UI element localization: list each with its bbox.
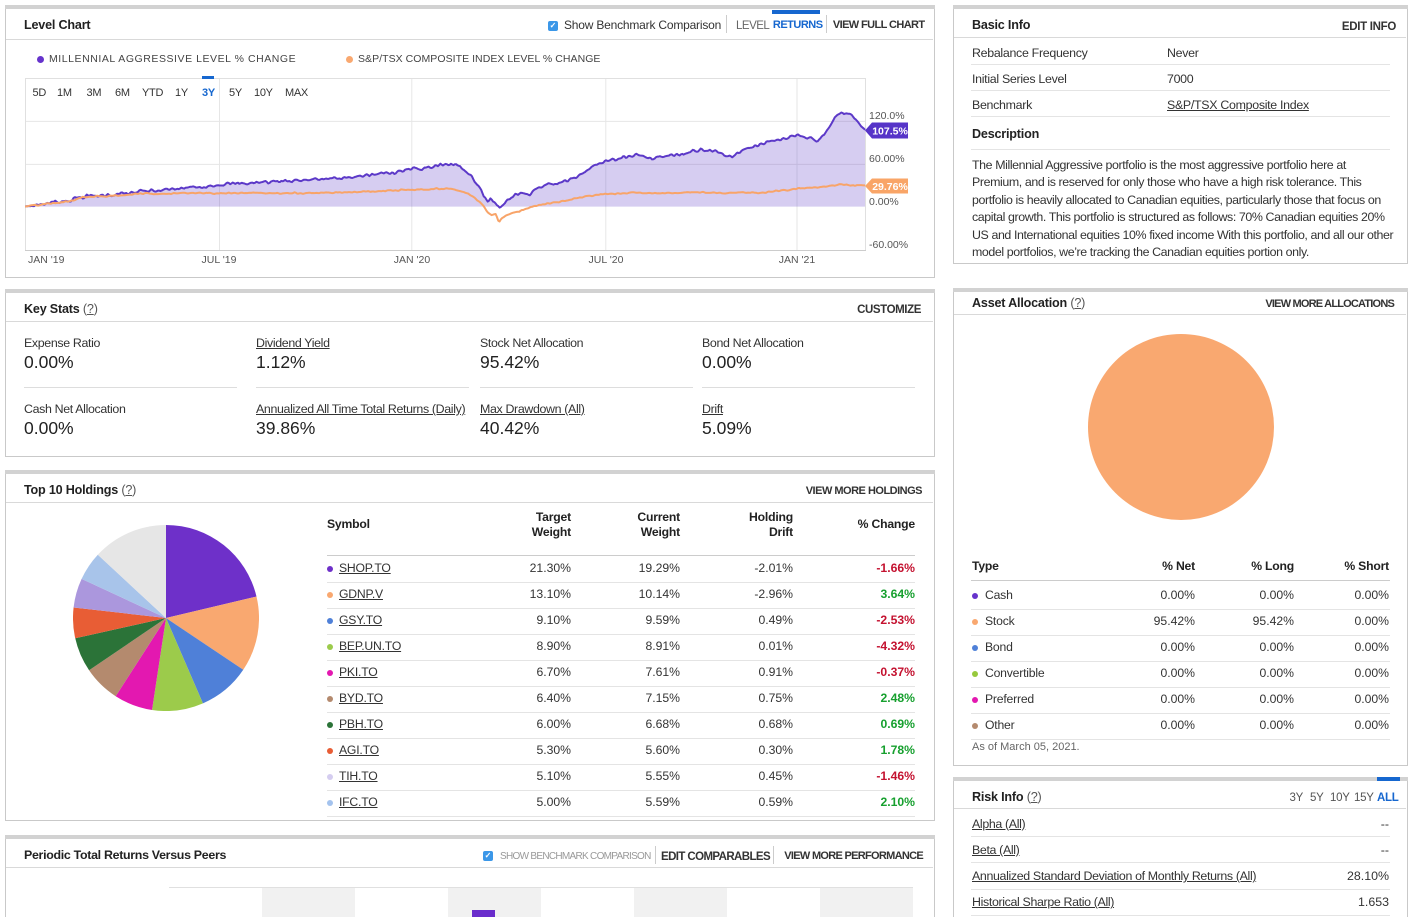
svg-text:107.5%: 107.5%: [872, 126, 908, 138]
svg-text:29.76%: 29.76%: [872, 181, 908, 193]
